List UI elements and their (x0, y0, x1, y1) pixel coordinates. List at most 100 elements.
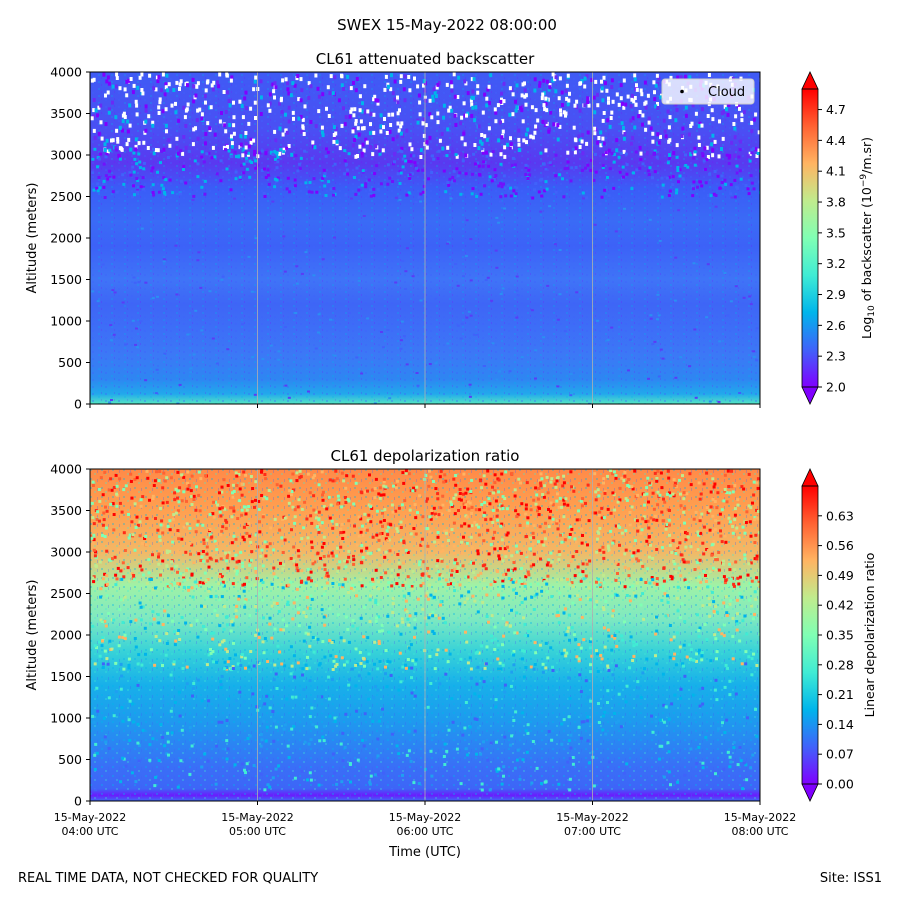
heatmap-speckle (237, 154, 241, 159)
heatmap-speckle (220, 278, 224, 281)
heatmap-speckle (151, 123, 155, 128)
heatmap-speckle (127, 718, 131, 722)
heatmap-speckle (180, 616, 184, 619)
heatmap-speckle (682, 664, 685, 668)
heatmap-speckle (497, 667, 500, 671)
heatmap-speckle (526, 524, 529, 528)
heatmap-speckle (123, 595, 127, 599)
heatmap-speckle (144, 281, 148, 284)
heatmap-speckle (502, 774, 505, 778)
heatmap-speckle (100, 136, 104, 141)
heatmap-speckle (565, 627, 569, 631)
heatmap-speckle (109, 177, 113, 181)
heatmap-speckle (521, 711, 525, 715)
heatmap-speckle (166, 88, 170, 93)
heatmap-speckle (273, 177, 277, 181)
y-tick-label: 2500 (50, 189, 82, 204)
heatmap-speckle (409, 759, 413, 763)
heatmap-speckle (596, 103, 600, 108)
heatmap-speckle (185, 665, 189, 669)
heatmap-speckle (202, 160, 206, 164)
heatmap-speckle (641, 113, 645, 118)
heatmap-speckle (97, 131, 101, 136)
heatmap-speckle (728, 154, 732, 159)
colorbar-tick-label: 0.14 (826, 717, 854, 732)
heatmap-speckle (544, 167, 548, 171)
heatmap-speckle (545, 79, 549, 84)
heatmap-speckle (502, 634, 506, 638)
heatmap-speckle (311, 140, 315, 145)
heatmap-speckle (511, 580, 515, 584)
heatmap-speckle (149, 622, 153, 626)
heatmap-speckle (469, 676, 473, 680)
heatmap-speckle (449, 80, 453, 85)
heatmap-speckle (555, 479, 559, 483)
heatmap-speckle (542, 78, 546, 83)
heatmap-speckle (438, 138, 442, 143)
heatmap-speckle (623, 620, 626, 624)
heatmap-speckle (753, 612, 756, 616)
heatmap-speckle (204, 474, 208, 478)
heatmap-speckle (239, 550, 243, 554)
heatmap-speckle (445, 154, 449, 158)
heatmap-speckle (210, 83, 214, 88)
heatmap-speckle (208, 705, 212, 709)
heatmap-speckle (663, 500, 667, 504)
heatmap-speckle (388, 397, 392, 400)
heatmap-speckle (654, 104, 658, 109)
colorbar-tick-label: 2.3 (826, 349, 846, 364)
heatmap-speckle (264, 477, 268, 481)
heatmap-speckle (452, 477, 456, 481)
heatmap-speckle (454, 493, 458, 497)
heatmap-speckle (132, 276, 136, 279)
heatmap-speckle (153, 479, 157, 483)
heatmap-speckle (405, 247, 409, 250)
heatmap-speckle (738, 392, 742, 394)
heatmap-speckle (127, 666, 131, 670)
heatmap-speckle (406, 658, 410, 661)
heatmap-speckle (635, 87, 639, 92)
heatmap-speckle (453, 94, 457, 99)
heatmap-speckle (725, 491, 729, 495)
heatmap-speckle (382, 519, 386, 522)
heatmap-speckle (658, 718, 662, 722)
heatmap-speckle (255, 705, 259, 709)
heatmap-speckle (440, 559, 444, 563)
heatmap-speckle (692, 658, 696, 662)
heatmap-speckle (574, 166, 578, 169)
heatmap-speckle (347, 683, 351, 687)
heatmap-speckle (607, 628, 610, 632)
heatmap-speckle (438, 475, 442, 479)
heatmap-speckle (632, 654, 636, 658)
heatmap-speckle (312, 177, 316, 181)
heatmap-speckle (476, 726, 480, 730)
heatmap-speckle (482, 680, 486, 684)
heatmap-speckle (160, 519, 164, 523)
heatmap-speckle (400, 617, 404, 621)
heatmap-speckle (173, 491, 177, 495)
heatmap-speckle (432, 506, 436, 510)
heatmap-speckle (708, 585, 712, 589)
heatmap-speckle (354, 154, 358, 159)
heatmap-speckle (622, 136, 626, 141)
heatmap-speckle (666, 714, 670, 718)
heatmap-speckle (505, 621, 509, 625)
heatmap-speckle (225, 650, 229, 654)
heatmap-speckle (250, 500, 254, 504)
heatmap-speckle (589, 722, 593, 726)
heatmap-speckle (263, 788, 267, 792)
heatmap-speckle (307, 390, 310, 393)
heatmap-speckle (227, 551, 231, 555)
heatmap-speckle (192, 494, 196, 498)
heatmap-speckle (504, 555, 508, 559)
heatmap-speckle (365, 660, 369, 664)
heatmap-speckle (655, 615, 658, 619)
heatmap-speckle (514, 509, 518, 513)
heatmap-speckle (241, 323, 245, 326)
heatmap-speckle (174, 639, 178, 643)
heatmap-speckle (112, 618, 116, 622)
heatmap-speckle (515, 316, 519, 319)
heatmap-speckle (435, 564, 439, 568)
heatmap-speckle (477, 124, 481, 129)
heatmap-speckle (455, 562, 459, 566)
